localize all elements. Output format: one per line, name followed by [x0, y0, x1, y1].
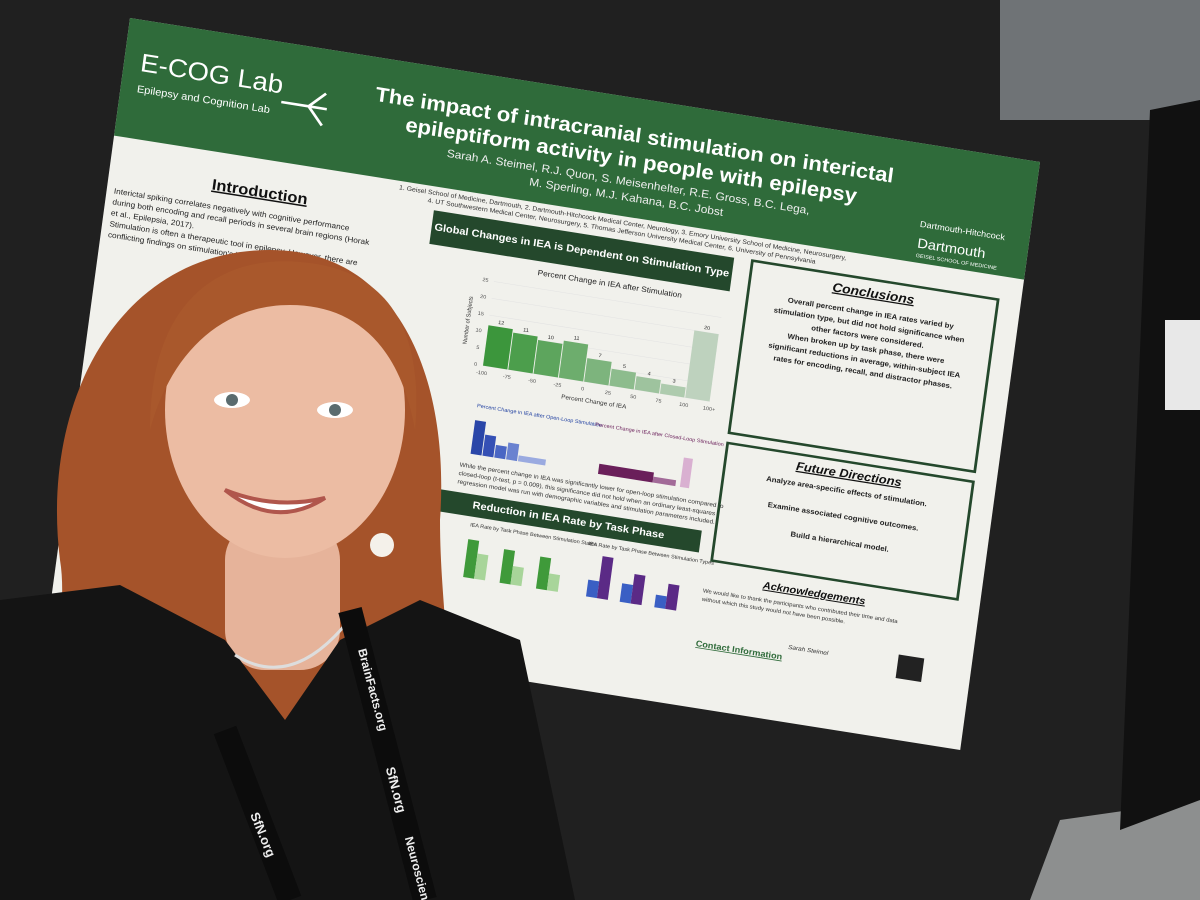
floor: [1030, 800, 1200, 900]
y-tick-label: 15: [477, 311, 484, 318]
bar-label: 3: [672, 379, 676, 385]
thumbnail-bar: [630, 574, 646, 606]
thumbnail-bar: [654, 594, 667, 609]
bar: [482, 325, 513, 370]
x-tick-label: 100: [679, 402, 689, 409]
bar-label: 10: [547, 335, 554, 342]
bar: [533, 339, 563, 378]
face: [165, 262, 405, 558]
thumbnail-bar: [474, 553, 489, 581]
x-tick-label: 25: [604, 390, 611, 397]
thumbnail-bar: [679, 457, 693, 489]
thumbnail-bar: [463, 539, 480, 579]
grid-line: [489, 314, 717, 352]
conclusions-box: [727, 259, 1000, 474]
banner: [429, 210, 735, 292]
task-chart-thumbnails: [463, 539, 680, 611]
thumbnail-bar: [535, 556, 552, 591]
y-tick-label: 5: [476, 345, 480, 351]
thumbnail-bar: [546, 573, 561, 592]
bar-label: 4: [647, 371, 651, 377]
iris: [226, 394, 238, 406]
thumbnail-bar: [510, 565, 524, 587]
x-tick-label: -75: [502, 374, 511, 381]
sub-chart-thumbnails: [470, 420, 693, 489]
grid-line: [493, 281, 722, 318]
iris: [329, 404, 341, 416]
x-tick-label: -100: [476, 370, 488, 377]
poster-header: [114, 18, 1041, 280]
thumbnail-bar: [596, 556, 614, 600]
x-tick-label: 100+: [702, 406, 715, 414]
thumbnail-bar: [499, 549, 516, 585]
bar: [685, 330, 719, 402]
thumbnail-bar: [517, 455, 546, 466]
neighbor-poster: [1165, 320, 1200, 410]
lab-logo: [281, 92, 327, 127]
bar: [584, 358, 612, 386]
bar-label: 5: [622, 364, 626, 370]
bar-label: 20: [704, 325, 711, 332]
thumbnail-bar: [470, 420, 487, 456]
bangs: [150, 261, 417, 430]
thumbnail-bar: [652, 476, 677, 487]
future-box: [710, 441, 975, 601]
bar-label: 7: [598, 353, 602, 359]
necklace: [234, 624, 347, 669]
thumbnail-bar: [597, 463, 654, 483]
x-tick-label: 0: [581, 386, 585, 392]
y-tick-label: 10: [475, 328, 482, 335]
lanyard-strap: [338, 606, 437, 900]
poster: E-COG Lab Epilepsy and Cognition Lab The…: [50, 18, 1041, 751]
thumbnail-bar: [506, 442, 520, 462]
thumbnail-bar: [585, 579, 600, 599]
shirt: [0, 585, 575, 900]
x-tick-label: 75: [655, 398, 662, 405]
bar: [558, 340, 589, 382]
earring: [370, 533, 394, 557]
lanyard-strap: [213, 725, 302, 900]
board-edge: [1120, 100, 1200, 830]
y-tick-label: 25: [482, 277, 489, 284]
bar: [609, 368, 637, 390]
bar-label: 11: [523, 327, 529, 334]
thumbnail-bar: [619, 583, 634, 604]
thumbnail-bar: [482, 434, 497, 458]
x-tick-label: -50: [528, 378, 537, 385]
banner: [434, 488, 702, 553]
x-tick-label: 50: [630, 394, 637, 401]
y-tick-label: 20: [480, 294, 487, 301]
smile: [223, 488, 327, 515]
bar: [634, 376, 661, 394]
bar-label: 12: [498, 320, 505, 327]
thumbnail-bar: [665, 583, 680, 611]
neck: [225, 520, 340, 670]
x-tick-label: -25: [553, 382, 562, 389]
thumbnail-bar: [494, 444, 507, 460]
bar-label: 11: [573, 335, 579, 342]
grid-line: [491, 298, 720, 335]
bar: [659, 383, 686, 398]
y-tick-label: 0: [474, 362, 478, 368]
ceiling: [1000, 0, 1200, 120]
person: SfN.org BrainFacts.org SfN.org Neuroscie…: [0, 250, 575, 900]
qr-code: [895, 654, 925, 683]
bar: [508, 332, 538, 374]
